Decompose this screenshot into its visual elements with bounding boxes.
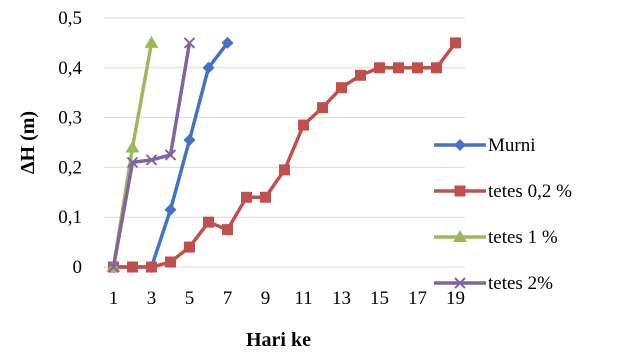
data-point: [145, 154, 158, 166]
legend-item-0: Murni: [434, 135, 536, 156]
y-tick-label: 0,2: [58, 157, 82, 178]
x-tick-label: 5: [185, 288, 195, 309]
legend-marker: [454, 139, 466, 151]
data-point: [126, 156, 139, 169]
data-point: [260, 191, 271, 203]
data-point: [125, 140, 140, 153]
x-tick-label: 19: [446, 288, 465, 309]
x-tick-label: 9: [261, 288, 271, 309]
data-point: [127, 261, 138, 273]
y-axis-title: ΔH (m): [17, 111, 39, 174]
y-tick-label: 0,1: [58, 207, 82, 228]
series-line: [111, 42, 192, 268]
data-point: [203, 216, 214, 228]
y-tick-label: 0: [73, 257, 83, 278]
data-point: [144, 35, 159, 48]
data-point: [222, 224, 233, 236]
data-point: [279, 164, 290, 176]
series-1: [108, 37, 461, 273]
data-point: [355, 69, 366, 81]
data-point: [164, 149, 177, 161]
x-tick-label: 17: [408, 288, 427, 309]
legend-label: tetes 2%: [488, 273, 553, 294]
x-tick-label: 15: [370, 288, 389, 309]
legend-item-3: tetes 2%: [434, 273, 553, 294]
data-point: [221, 36, 234, 49]
x-tick-label: 11: [294, 288, 312, 309]
legend-label: tetes 1 %: [488, 227, 558, 248]
legend-label: tetes 0,2 %: [488, 181, 572, 202]
data-point: [107, 261, 120, 273]
legend-marker: [453, 230, 467, 242]
series-3: [107, 37, 196, 273]
data-point: [165, 256, 176, 268]
legend-marker: [454, 185, 466, 197]
data-point: [164, 203, 177, 216]
x-tick-label: 1: [109, 288, 119, 309]
x-tick-label: 3: [147, 288, 157, 309]
y-tick-label: 0,5: [58, 8, 82, 29]
data-point: [450, 37, 461, 49]
data-point: [336, 82, 347, 94]
legend-label: Murni: [488, 135, 536, 156]
x-tick-label: 13: [332, 288, 351, 309]
data-point: [146, 261, 157, 273]
y-tick-labels: 0 0,1 0,2 0,3 0,4 0,5: [58, 8, 82, 278]
x-tick-label: 7: [223, 288, 233, 309]
data-point: [412, 62, 423, 74]
legend: Murni tetes 0,2 % tetes 1 % tetes 2%: [434, 135, 572, 294]
legend-item-2: tetes 1 %: [434, 227, 558, 248]
data-point: [374, 62, 385, 74]
x-axis-title: Hari ke: [246, 329, 311, 351]
series-lines: [106, 35, 461, 273]
y-tick-label: 0,4: [58, 58, 82, 79]
data-point: [393, 62, 404, 74]
data-point: [183, 37, 196, 49]
legend-item-1: tetes 0,2 %: [434, 181, 572, 202]
x-tick-labels: 1 3 5 7 9 11 13 15 17 19: [109, 288, 465, 309]
data-point: [183, 134, 196, 147]
legend-marker: [454, 277, 466, 289]
data-point: [431, 62, 442, 74]
data-point: [317, 102, 328, 114]
data-point: [184, 241, 195, 253]
gridlines: [104, 17, 465, 268]
data-point: [241, 191, 252, 203]
y-tick-label: 0,3: [58, 108, 82, 129]
series-2: [106, 35, 159, 272]
data-point: [298, 119, 309, 131]
data-point: [202, 61, 215, 74]
